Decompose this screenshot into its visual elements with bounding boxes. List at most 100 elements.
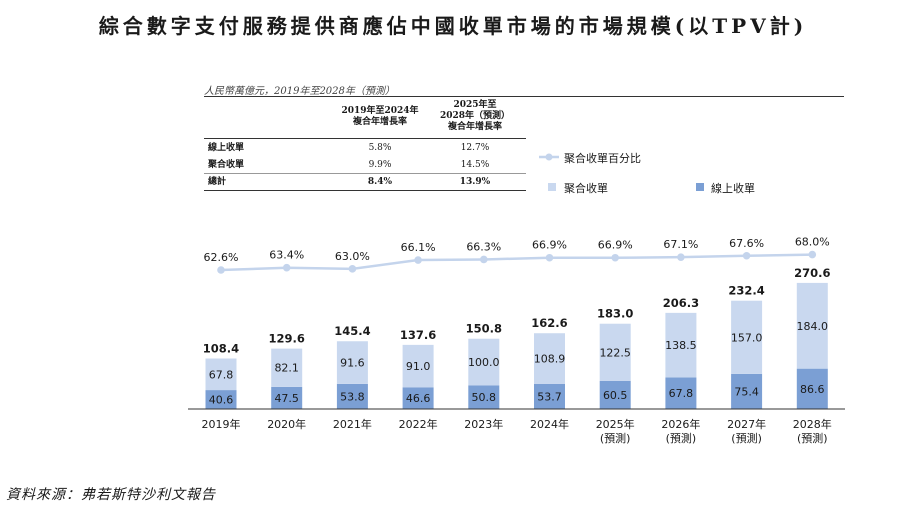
percentage-point xyxy=(480,255,488,264)
legend-aggregate-label: 聚合收單 xyxy=(564,182,608,195)
legend-line-label: 聚合收單百分比 xyxy=(564,152,641,165)
row-label-total: 總計 xyxy=(208,177,227,187)
online-value-label: 46.6 xyxy=(406,392,431,405)
row-label-online: 線上收單 xyxy=(208,143,245,153)
percentage-point xyxy=(545,253,554,262)
percentage-label: 66.3% xyxy=(466,240,501,253)
legend-online-label: 線上收單 xyxy=(711,182,755,195)
x-tick-label: 2028年 xyxy=(793,417,832,431)
col1-header-line1: 2019年至2024年 xyxy=(341,106,419,116)
percentage-point xyxy=(414,256,422,264)
bar-online xyxy=(731,373,763,409)
bar-aggregate xyxy=(731,300,763,374)
bar-aggregate xyxy=(599,323,631,381)
online-value-label: 53.7 xyxy=(537,390,562,403)
aggregate-value-label: 91.6 xyxy=(340,357,365,370)
page-title: 綜合數字支付服務提供商應佔中國收單市場的市場規模(以TPV計) xyxy=(98,14,808,38)
legend-line-marker xyxy=(539,153,559,161)
bar-online xyxy=(665,377,697,409)
row-online-c1: 5.8% xyxy=(368,143,392,153)
col2-header: 2025年至 2028年（預測） 複合年增長率 xyxy=(425,100,525,133)
percentage-point xyxy=(808,250,817,259)
total-value-label: 129.6 xyxy=(269,332,305,346)
percentage-point xyxy=(611,253,619,262)
x-tick-label: 2024年 xyxy=(530,417,569,431)
aggregate-value-label: 67.8 xyxy=(209,368,234,381)
percentage-label: 66.1% xyxy=(401,241,436,254)
x-tick-label: 2026年 xyxy=(661,417,700,431)
x-tick-label: (預測) xyxy=(731,431,762,445)
bar-online xyxy=(402,387,434,409)
aggregate-value-label: 138.5 xyxy=(665,339,697,352)
bar-aggregate xyxy=(468,338,500,386)
percentage-point xyxy=(742,251,751,260)
x-tick-label: 2019年 xyxy=(202,417,241,431)
total-value-label: 206.3 xyxy=(663,296,699,310)
x-tick-label: 2022年 xyxy=(399,417,438,431)
bar-aggregate xyxy=(205,358,237,391)
online-value-label: 60.5 xyxy=(603,389,628,402)
percentage-label: 67.1% xyxy=(663,238,698,251)
source-note: 資料來源：弗若斯特沙利文報告 xyxy=(6,487,216,503)
bar-online xyxy=(534,383,565,409)
bar-aggregate xyxy=(665,312,697,378)
table-bottom-rule xyxy=(204,190,526,191)
online-value-label: 47.5 xyxy=(274,392,299,405)
bar-aggregate xyxy=(534,333,565,384)
aggregate-value-label: 184.0 xyxy=(797,320,829,333)
bar-aggregate xyxy=(336,341,368,384)
online-value-label: 67.8 xyxy=(669,387,694,400)
aggregate-value-label: 91.0 xyxy=(406,360,431,373)
col1-header: 2019年至2024年 複合年增長率 xyxy=(330,106,430,128)
total-value-label: 232.4 xyxy=(728,284,764,298)
aggregate-value-label: 157.0 xyxy=(731,331,763,344)
percentage-point xyxy=(348,265,357,273)
row-aggregate-c1: 9.9% xyxy=(368,160,392,170)
online-value-label: 75.4 xyxy=(734,385,759,398)
x-tick-label: (預測) xyxy=(666,431,697,445)
bar-aggregate xyxy=(271,348,303,387)
total-value-label: 150.8 xyxy=(466,322,502,336)
aggregate-value-label: 82.1 xyxy=(274,362,299,375)
x-tick-label: 2023年 xyxy=(464,417,503,431)
total-value-label: 145.4 xyxy=(334,324,370,338)
row-total-c1: 8.4% xyxy=(367,177,393,187)
bar-aggregate xyxy=(402,344,434,388)
table-header-rule xyxy=(204,138,526,139)
row-total-c2: 13.9% xyxy=(459,177,491,187)
bar-online xyxy=(205,390,237,409)
x-tick-label: 2027年 xyxy=(727,417,766,431)
percentage-label: 63.4% xyxy=(269,249,304,262)
total-value-label: 108.4 xyxy=(203,341,239,355)
x-tick-label: (預測) xyxy=(600,431,631,445)
x-tick-label: 2021年 xyxy=(333,417,372,431)
table-total-rule xyxy=(204,173,526,174)
percentage-point xyxy=(217,266,225,274)
percentage-point xyxy=(677,253,685,261)
percentage-label: 66.9% xyxy=(532,239,567,252)
row-aggregate-c2: 14.5% xyxy=(460,160,490,170)
col2-header-line2: 2028年（預測） xyxy=(439,111,511,121)
aggregate-value-label: 100.0 xyxy=(468,356,500,369)
bar-online xyxy=(796,368,828,409)
aggregate-value-label: 108.9 xyxy=(534,353,566,366)
legend-online-swatch xyxy=(696,183,704,191)
percentage-label: 63.0% xyxy=(335,250,370,263)
percentage-label: 67.6% xyxy=(729,237,764,250)
row-label-aggregate: 聚合收單 xyxy=(208,160,245,170)
x-tick-label: 2020年 xyxy=(267,417,306,431)
total-value-label: 183.0 xyxy=(597,307,633,321)
total-value-label: 270.6 xyxy=(794,266,830,280)
x-tick-label: 2025年 xyxy=(596,417,635,431)
bar-online xyxy=(271,386,303,409)
total-value-label: 162.6 xyxy=(531,316,567,330)
online-value-label: 86.6 xyxy=(800,383,825,396)
percentage-label: 66.9% xyxy=(598,239,633,252)
online-value-label: 40.6 xyxy=(209,394,234,407)
x-tick-label: (預測) xyxy=(797,431,828,445)
bar-aggregate xyxy=(796,282,828,369)
percentage-line xyxy=(220,253,813,272)
col2-header-line1: 2025年至 xyxy=(453,100,497,110)
percentage-label: 68.0% xyxy=(795,236,830,249)
